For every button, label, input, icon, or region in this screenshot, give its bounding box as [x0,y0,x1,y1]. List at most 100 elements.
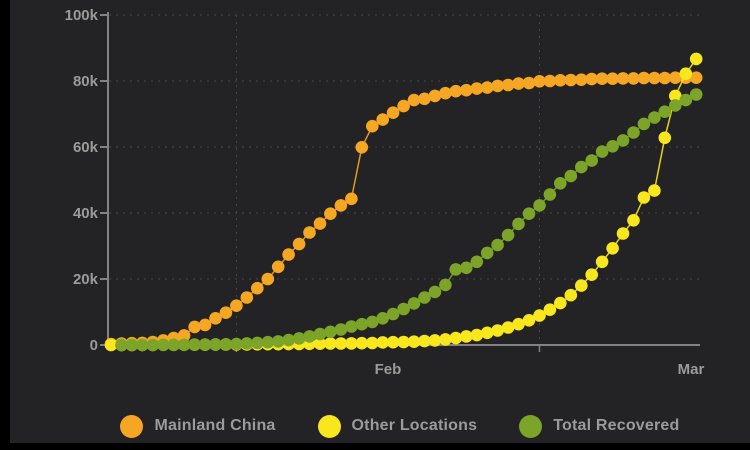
data-point-other-locations [376,336,390,349]
data-point-total-recovered [188,338,201,352]
data-point-mainland-china [376,113,390,126]
y-axis-label: 0 [90,337,98,354]
data-point-mainland-china [543,74,557,88]
y-axis-label: 20k [73,271,99,288]
data-point-mainland-china [637,71,651,85]
data-point-mainland-china [512,77,525,90]
data-point-mainland-china [428,89,442,103]
data-point-total-recovered [449,263,463,276]
data-point-mainland-china [209,312,222,325]
data-point-total-recovered [606,140,619,153]
legend-label-total-recovered: Total Recovered [553,417,680,434]
data-point-total-recovered [219,338,233,351]
data-point-mainland-china [230,299,243,313]
data-point-total-recovered [522,207,536,220]
legend-label-other-locations: Other Locations [351,417,478,434]
data-point-total-recovered [177,338,191,352]
data-point-mainland-china [240,291,254,304]
data-point-total-recovered [209,338,222,351]
data-point-total-recovered [533,199,546,212]
data-point-total-recovered [501,228,515,242]
data-point-mainland-china [480,81,494,94]
data-point-other-locations [522,314,536,327]
data-point-total-recovered [271,335,285,348]
data-point-total-recovered [292,332,306,345]
data-point-other-locations [512,317,525,331]
legend-item-mainland-china[interactable]: Mainland China [120,414,275,438]
data-point-total-recovered [543,188,557,201]
data-point-total-recovered [418,291,431,304]
data-point-other-locations [595,255,609,269]
data-point-other-locations [324,337,337,350]
data-point-total-recovered [491,238,504,252]
data-point-mainland-china [219,306,233,320]
data-point-total-recovered [480,246,494,260]
data-point-mainland-china [658,71,672,85]
data-point-other-locations [449,331,463,345]
data-point-total-recovered [157,338,170,352]
data-point-total-recovered [428,285,442,299]
x-axis-label: Mar [678,361,705,378]
data-point-mainland-china [282,248,295,261]
data-point-other-locations [689,52,703,66]
data-point-other-locations [616,227,630,240]
data-point-mainland-china [595,72,609,85]
legend-item-total-recovered[interactable]: Total Recovered [519,414,680,438]
y-axis-label: 100k [65,7,99,24]
data-point-total-recovered [585,154,598,167]
data-point-mainland-china [554,74,567,87]
data-point-total-recovered [439,278,452,292]
legend-item-other-locations[interactable]: Other Locations [317,414,478,438]
data-point-mainland-china [491,79,504,93]
data-point-mainland-china [313,217,327,230]
data-point-total-recovered [125,338,139,352]
data-point-mainland-china [386,106,400,119]
data-point-total-recovered [627,126,640,139]
data-point-other-locations [564,288,578,302]
data-point-other-locations [648,184,661,197]
data-point-total-recovered [564,169,578,183]
data-point-mainland-china [460,83,473,97]
data-point-mainland-china [261,272,275,286]
legend-swatch-mainland-china-icon [120,414,144,438]
data-point-total-recovered [198,338,212,351]
data-point-other-locations [366,336,379,350]
data-point-mainland-china [470,82,484,95]
data-point-total-recovered [282,333,295,347]
data-point-mainland-china [198,318,212,332]
y-axis-label: 80k [73,73,99,90]
data-point-mainland-china [439,86,452,100]
data-point-total-recovered [637,117,651,131]
data-point-total-recovered [230,337,243,351]
data-point-other-locations [397,335,410,349]
data-point-total-recovered [136,338,149,352]
data-point-other-locations [627,214,640,227]
data-point-other-locations [480,326,494,340]
data-point-other-locations [554,296,567,310]
data-point-total-recovered [355,317,369,331]
data-point-total-recovered [554,177,567,190]
data-point-other-locations [669,89,682,103]
data-point-mainland-china [324,207,337,220]
data-point-total-recovered [313,327,327,341]
data-point-total-recovered [240,337,254,350]
data-point-other-locations [104,338,118,352]
y-axis-label: 40k [73,205,99,222]
data-point-other-locations [334,337,348,350]
data-point-total-recovered [679,93,693,107]
y-axis-label: 60k [73,139,99,156]
legend-swatch-total-recovered-icon [519,414,543,438]
data-point-total-recovered [376,312,390,325]
data-point-other-locations [585,268,598,282]
data-point-mainland-china [271,260,285,274]
data-point-total-recovered [167,338,180,352]
data-point-mainland-china [397,99,410,113]
data-point-mainland-china [303,226,316,239]
data-point-total-recovered [345,320,358,333]
data-point-other-locations [428,334,442,347]
data-point-total-recovered [261,335,275,349]
data-point-other-locations [491,324,504,337]
data-point-mainland-china [522,76,536,90]
data-point-other-locations [345,337,358,350]
data-point-mainland-china [669,71,682,84]
